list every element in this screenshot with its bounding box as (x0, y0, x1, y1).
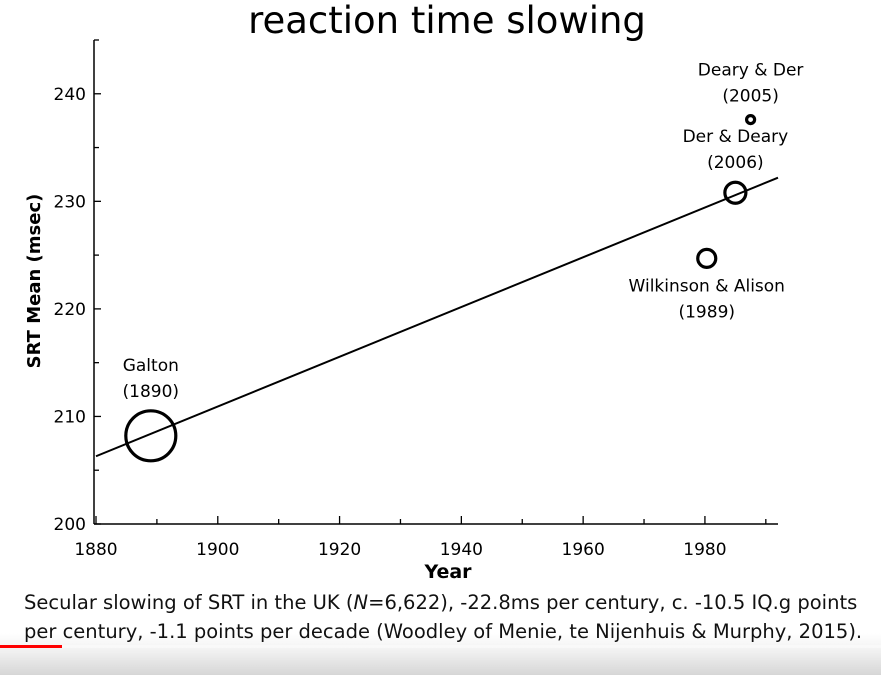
video-progress-fill (0, 645, 62, 648)
point-deary-der (744, 113, 757, 126)
point-label-wilkinson-alison: (1989) (678, 302, 735, 322)
caption-text-after: =6,622), -22.8ms per century, c. -10.5 I… (24, 591, 863, 643)
point-der-deary (723, 180, 748, 205)
point-labels: Galton (1890) Wilkinson & Alison (1989) Der … (123, 61, 804, 402)
point-label-galton: (1890) (123, 382, 180, 402)
x-tick-label: 1920 (318, 540, 361, 560)
x-axis-label: Year (423, 561, 472, 583)
chart-title: reaction time slowing (248, 0, 646, 42)
figure-caption: Secular slowing of SRT in the UK (N=6,62… (24, 588, 874, 646)
x-tick-label: 1940 (440, 540, 483, 560)
x-tick-label: 1900 (196, 540, 239, 560)
point-label-der-deary: Der & Deary (683, 127, 789, 147)
point-label-deary-der: (2005) (722, 87, 779, 107)
trend-line-group (95, 176, 779, 458)
caption-n-symbol: N (353, 591, 369, 614)
point-wilkinson-alison (696, 247, 718, 269)
y-tick-label: 210 (54, 407, 86, 427)
trend-line (95, 176, 779, 458)
point-label-wilkinson-alison: Wilkinson & Alison (629, 276, 785, 296)
axes: 1880 1900 1920 1940 1960 1980 200 210 220 230 240 (54, 39, 778, 560)
video-progress-bar[interactable] (0, 645, 881, 648)
caption-text-before: Secular slowing of SRT in the UK ( (24, 591, 354, 614)
y-tick-label: 200 (54, 515, 86, 535)
x-tick-label: 1880 (74, 540, 117, 560)
y-tick-label: 240 (54, 85, 86, 105)
point-label-der-deary: (2006) (707, 153, 764, 173)
x-tick-label: 1960 (562, 540, 605, 560)
x-tick-label: 1980 (683, 540, 726, 560)
point-label-galton: Galton (123, 356, 179, 376)
chart: reaction time slowing 1880 1900 1920 1940 19… (24, 0, 804, 583)
y-axis-label: SRT Mean (msec) (24, 194, 45, 369)
y-tick-label: 220 (54, 300, 86, 320)
data-points (124, 113, 757, 463)
y-tick-label: 230 (54, 192, 86, 212)
point-label-deary-der: Deary & Der (698, 61, 804, 81)
point-galton (124, 409, 178, 463)
